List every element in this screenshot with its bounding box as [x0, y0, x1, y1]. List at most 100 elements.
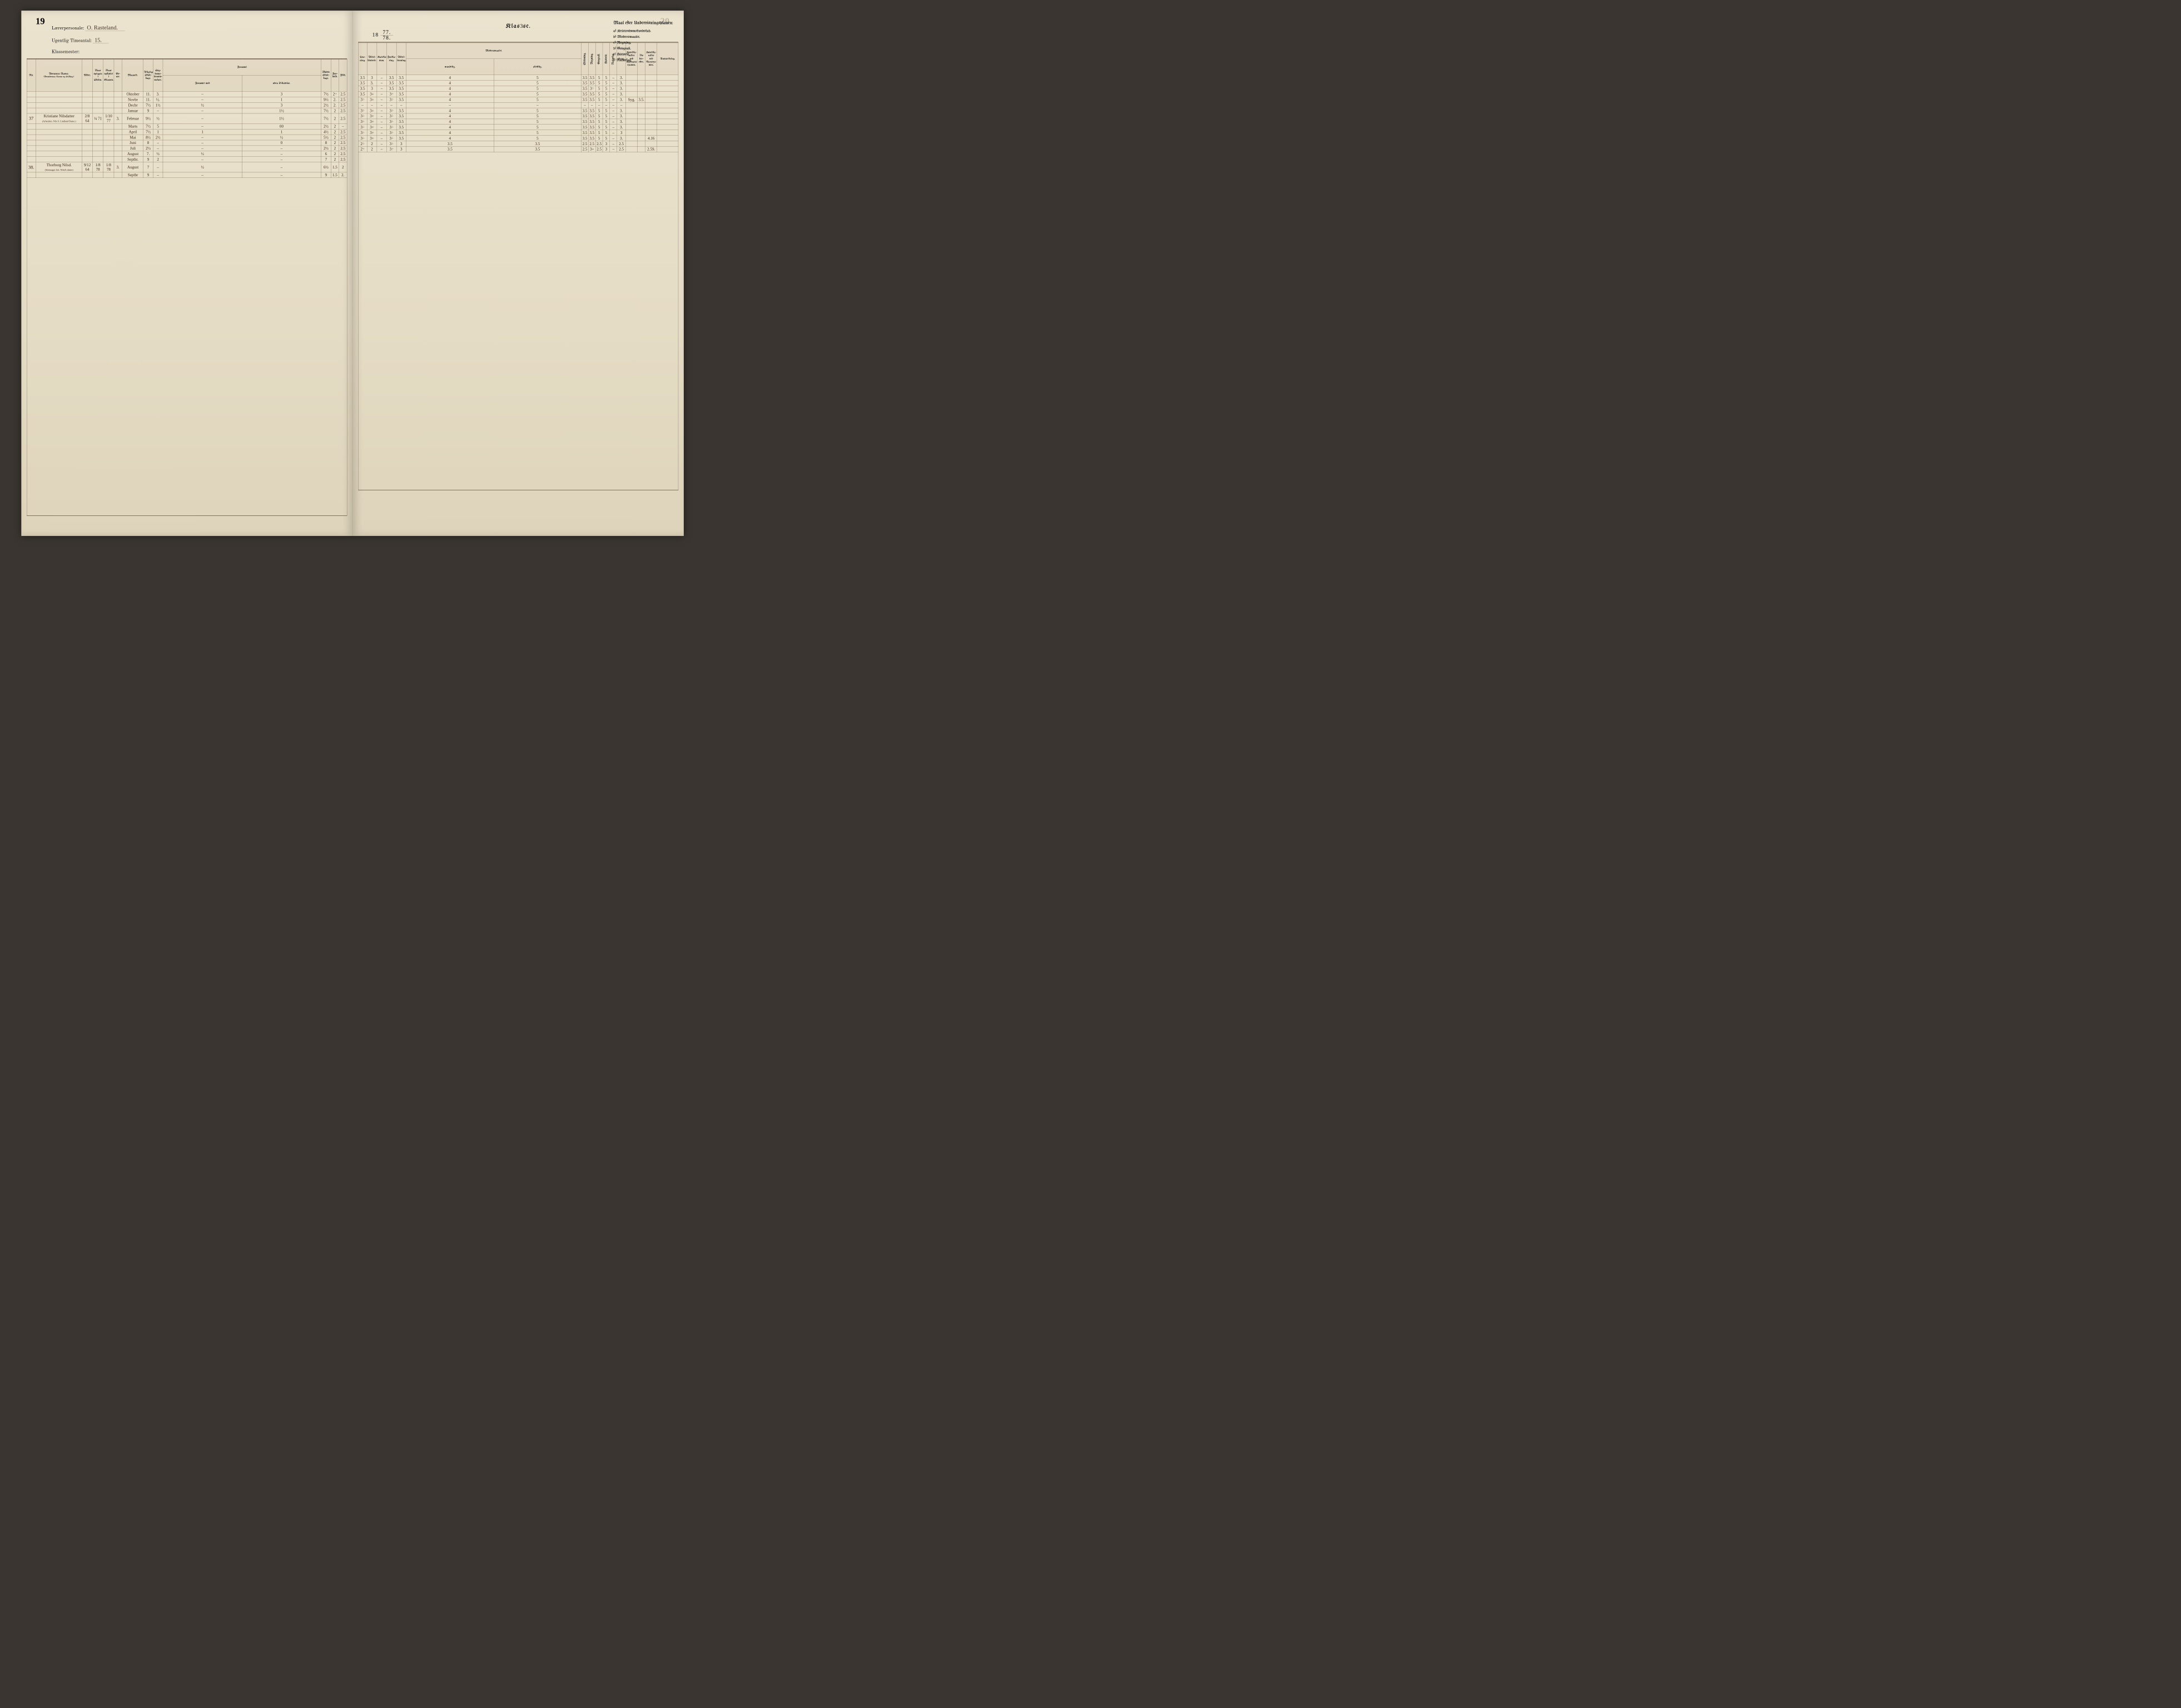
cell-maaned: Septbr. [122, 157, 143, 162]
cell-grade: – [610, 119, 617, 125]
cell-no [27, 91, 36, 97]
cell-evner [114, 91, 122, 97]
cell-grade [626, 125, 638, 130]
cell-grade: 5 [494, 86, 582, 91]
cell-grade: 3.5 [588, 91, 595, 97]
cell-grade: 3.5 [406, 147, 494, 152]
cell-sygdom: 1½ [153, 102, 163, 108]
cell-grade [637, 113, 645, 119]
cell-name [36, 91, 82, 97]
cell-grade: 3 [367, 75, 377, 81]
cell-grade: 5 [494, 130, 582, 136]
cell-alder [82, 172, 92, 178]
cell-opflyttet [103, 97, 114, 102]
cell-opflyttet: 1/10 77 [103, 113, 114, 123]
cell-grade: 3.5 [396, 86, 406, 91]
cell-grade: 3.5 [588, 80, 595, 86]
cell-evner [114, 146, 122, 151]
cell-evner: 3. [114, 113, 122, 123]
cell-grade [645, 102, 657, 108]
cell-opflyttet [103, 140, 114, 146]
cell-grade: 5 [603, 136, 610, 141]
cell-opflyttet [103, 157, 114, 162]
cell-grade: – [610, 97, 617, 102]
cell-grade: 3. [617, 136, 626, 141]
cell-forhold: 2 [331, 146, 339, 151]
cell-grade [645, 125, 657, 130]
cell-grade: 3+ [367, 97, 377, 102]
table-row: Marts7½5–002½2– [27, 123, 347, 129]
cell-grade: 4 [406, 108, 494, 113]
cell-alder [82, 102, 92, 108]
cell-grade [645, 86, 657, 91]
table-row: Oktober11.3.–37½2÷2.5 [27, 91, 347, 97]
cell-maaned: April [122, 129, 143, 135]
cell-grade: 5 [595, 75, 603, 81]
page-number-left: 19 [36, 16, 45, 27]
cell-grade: 3÷ [386, 130, 396, 136]
cell-modte: 6 [321, 151, 331, 157]
cell-grade: 4 [406, 119, 494, 125]
subjects-legend: Maal efter Undervisningsplanen: a) Krist… [613, 19, 673, 63]
cell-grade: 3 [367, 86, 377, 91]
cell-grade: 3+ [588, 147, 595, 152]
cell-grade: 2÷ [358, 141, 367, 147]
cell-grade [626, 91, 638, 97]
cell-grade: 5 [494, 119, 582, 125]
cell-grade: – [377, 91, 387, 97]
cell-grade: 3 [396, 147, 406, 152]
table-row: 3.53–3.53.5453.53.555–3. [358, 75, 678, 81]
cell-forhold: 2 [331, 151, 339, 157]
col-historie: Historie. [603, 43, 610, 75]
cell-fuden: 1½ [242, 108, 321, 113]
cell-grade: 3.5 [582, 119, 589, 125]
cell-sygdom: 5 [153, 123, 163, 129]
cell-flid: – [339, 123, 347, 129]
col-forsomt-uden: uden Tilladelse. [242, 76, 321, 92]
cell-evner [114, 108, 122, 113]
cell-grade [626, 119, 638, 125]
cell-fmed: – [163, 172, 242, 178]
legend-item: b) Modersmaalet. [613, 34, 673, 40]
cell-grade: 5 [595, 136, 603, 141]
cell-forhold: 1.5 [331, 172, 339, 178]
cell-no [27, 135, 36, 140]
cell-grade: – [610, 86, 617, 91]
cell-grade: 2.5 [617, 147, 626, 152]
cell-grade [645, 97, 657, 102]
cell-grade: 3÷ [358, 113, 367, 119]
cell-grade [626, 102, 638, 108]
table-row: Septbr9–––91.52. [27, 172, 347, 178]
left-header-block: Lærerpersonale: O. Rasteland. Ugentlig T… [52, 21, 347, 57]
table-row: 3.53–3.53.5453.53÷55–3. [358, 86, 678, 91]
cell-grade: 3. [617, 113, 626, 119]
cell-grade [645, 119, 657, 125]
cell-sygdom: ½ [153, 113, 163, 123]
cell-flid: 2.5 [339, 113, 347, 123]
cell-grade: 4 [406, 125, 494, 130]
cell-pligtige: 7. [143, 151, 153, 157]
cell-grade: 3.5 [588, 108, 595, 113]
teacher-label: Lærerpersonale: [52, 26, 84, 31]
cell-grade: 5 [603, 75, 610, 81]
cell-grade: 5 [494, 108, 582, 113]
cell-grade [645, 108, 657, 113]
cell-grade: 5 [603, 86, 610, 91]
col-forsomt-med: Forsømt med [163, 76, 242, 92]
cell-sygdom: – [153, 140, 163, 146]
cell-no [27, 97, 36, 102]
cell-forhold: 2 [331, 113, 339, 123]
cell-grade [657, 86, 678, 91]
cell-grade: – [610, 91, 617, 97]
cell-evner [114, 135, 122, 140]
cell-maaned: Juli [122, 146, 143, 151]
cell-grade [626, 113, 638, 119]
cell-opflyttet [103, 108, 114, 113]
cell-grade: 2 [367, 141, 377, 147]
cell-no: 38. [27, 162, 36, 172]
cell-grade [637, 86, 645, 91]
cell-name [36, 140, 82, 146]
cell-grade [626, 108, 638, 113]
cell-grade: 5 [603, 97, 610, 102]
cell-sygdom: 2 [153, 157, 163, 162]
